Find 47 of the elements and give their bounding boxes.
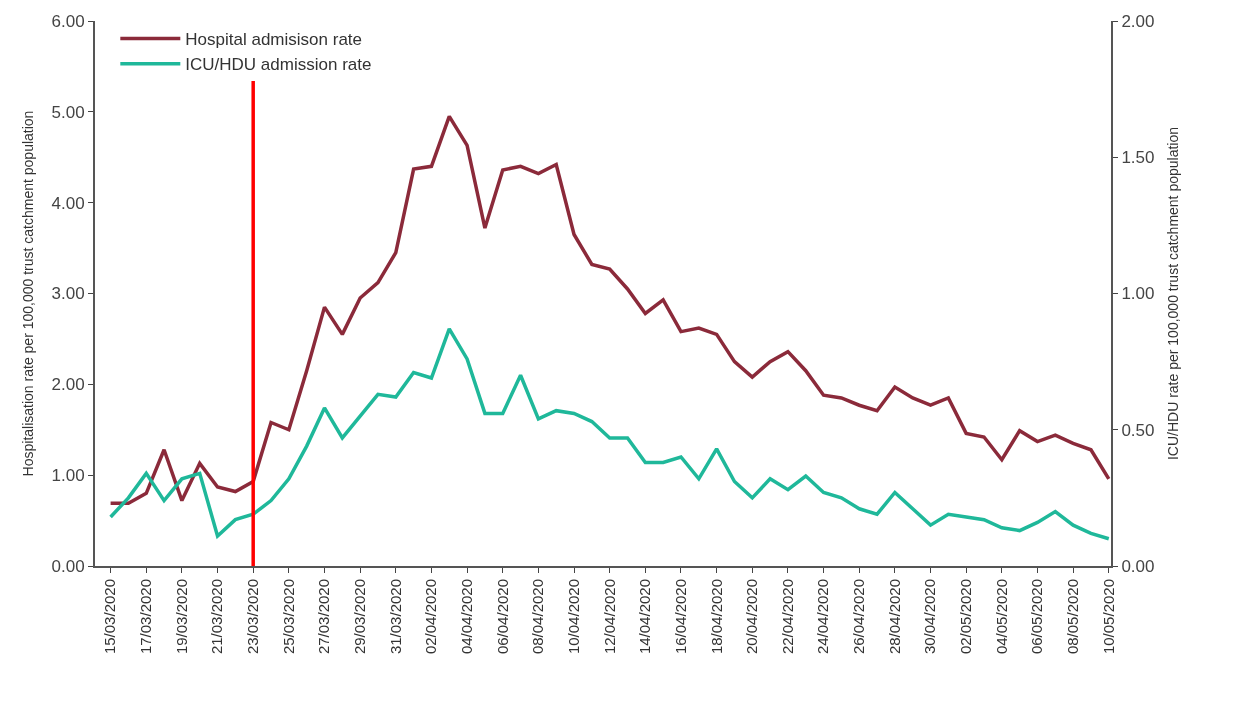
- x-tick-label: 29/03/2020: [351, 579, 369, 655]
- x-tick-label: 08/05/2020: [1063, 579, 1081, 655]
- y2-tick-label: 0.50: [1121, 420, 1155, 440]
- x-tick-label: 08/04/2020: [529, 579, 547, 655]
- x-tick-label: 02/05/2020: [957, 579, 975, 655]
- y-tick-label: 0.00: [51, 556, 85, 576]
- x-tick-label: 04/04/2020: [457, 579, 475, 655]
- x-tick-label: 19/03/2020: [172, 579, 190, 655]
- x-tick-label: 18/04/2020: [707, 579, 725, 655]
- y-tick-label: 4.00: [51, 193, 85, 213]
- y-tick-label: 3.00: [51, 284, 85, 304]
- x-tick-label: 25/03/2020: [279, 579, 297, 655]
- x-tick-label: 26/04/2020: [850, 579, 868, 655]
- line-series: [108, 114, 1111, 506]
- y2-tick-label: 2.00: [1121, 11, 1155, 31]
- x-tick-label: 10/04/2020: [564, 579, 582, 655]
- x-tick-label: 15/03/2020: [101, 579, 119, 655]
- x-tick-label: 22/04/2020: [778, 579, 796, 655]
- x-tick-label: 28/04/2020: [885, 579, 903, 655]
- x-tick-label: 30/04/2020: [921, 579, 939, 655]
- x-tick-label: 24/04/2020: [814, 579, 832, 655]
- x-tick-label: 23/03/2020: [244, 579, 262, 655]
- y-tick-label: 1.00: [51, 466, 85, 486]
- x-tick-label: 06/05/2020: [1028, 579, 1046, 655]
- legend-label: ICU/HDU admission rate: [185, 55, 372, 75]
- x-tick-label: 27/03/2020: [315, 579, 333, 655]
- y-axis-title: Hospitalisation rate per 100,000 trust catchment population: [19, 110, 36, 477]
- x-tick-label: 02/04/2020: [422, 579, 440, 655]
- x-tick-label: 16/04/2020: [671, 579, 689, 655]
- x-tick-label: 20/04/2020: [743, 579, 761, 655]
- line-series: [108, 327, 1111, 541]
- x-tick-label: 04/05/2020: [992, 579, 1010, 655]
- x-tick-label: 21/03/2020: [208, 579, 226, 655]
- y-tick-label: 6.00: [51, 11, 85, 31]
- x-tick-label: 10/05/2020: [1099, 579, 1117, 655]
- y2-tick-label: 1.50: [1121, 148, 1155, 168]
- y2-tick-label: 1.00: [1121, 284, 1155, 304]
- legend-label: Hospital admisison rate: [185, 30, 363, 50]
- x-tick-label: 31/03/2020: [386, 579, 404, 655]
- x-tick-label: 06/04/2020: [493, 579, 511, 655]
- y-tick-label: 5.00: [51, 102, 85, 122]
- x-tick-label: 14/04/2020: [636, 579, 654, 655]
- y2-axis-title: ICU/HDU rate per 100,000 trust catchment population: [1165, 126, 1182, 461]
- y-tick-label: 2.00: [51, 375, 85, 395]
- y2-tick-label: 0.00: [1121, 556, 1155, 576]
- x-tick-label: 12/04/2020: [600, 579, 618, 655]
- x-tick-label: 17/03/2020: [137, 579, 155, 655]
